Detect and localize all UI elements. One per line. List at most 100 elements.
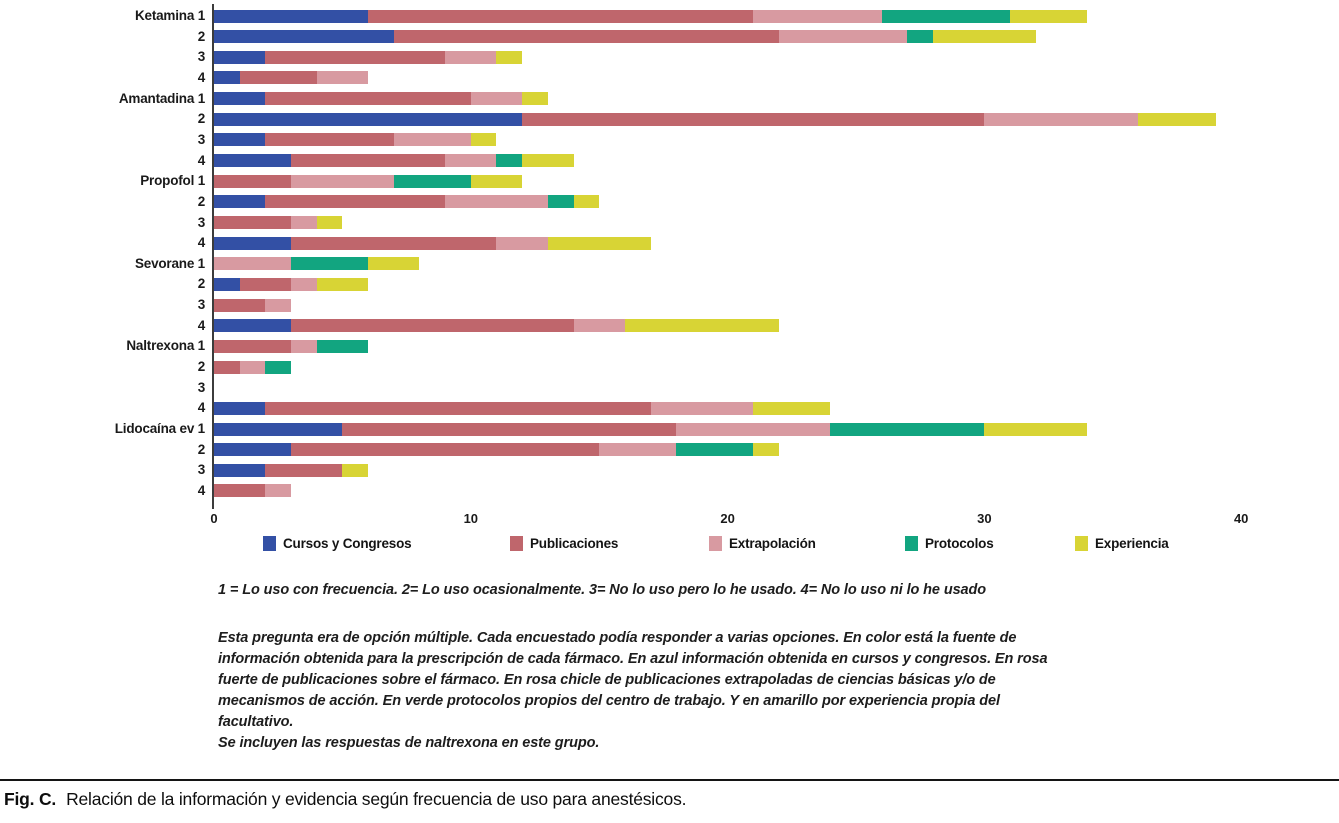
bar-segment (522, 154, 574, 168)
bar-segment (753, 401, 831, 415)
bar-segment (214, 216, 292, 229)
bar-segment (753, 9, 882, 23)
legend-label: Extrapolación (729, 536, 816, 551)
bar-segment (214, 360, 240, 374)
bar-segment (393, 133, 471, 147)
x-axis-tick-label: 10 (463, 511, 479, 526)
bar-segment (522, 112, 985, 126)
x-axis-tick-label: 20 (720, 511, 735, 526)
bar-segment (470, 174, 523, 188)
y-axis-row-label: Sevorane 1 (134, 255, 205, 271)
bar-segment (265, 360, 292, 374)
y-axis-row-label: 2 (197, 193, 206, 209)
bar-segment (265, 195, 446, 209)
y-axis-row-label: 4 (197, 317, 206, 333)
y-axis-row-label: 3 (197, 462, 206, 478)
y-axis-row-label: 4 (197, 69, 206, 85)
bar-segment (778, 30, 908, 44)
bar-segment (573, 319, 625, 333)
figure-caption-label: Fig. C. (4, 789, 57, 809)
x-axis-tick-label: 30 (977, 511, 992, 526)
bar-segment (291, 236, 497, 250)
bar-segment (214, 174, 292, 188)
bar-segment (265, 401, 651, 415)
bar-segment (214, 257, 292, 271)
bar-segment (984, 422, 1088, 436)
chart-plot: Ketamina 1 2 3 4 Amantadina 1 2 3 4 Propofol 1 2 3… (114, 4, 1249, 551)
bar-segment (265, 92, 471, 106)
bar-segment (214, 443, 292, 457)
legend-item: Protocolos (905, 536, 994, 551)
bar-segment (214, 154, 292, 168)
legend-label: Protocolos (925, 536, 994, 551)
legend-label: Publicaciones (530, 536, 619, 551)
legend-item: Publicaciones (510, 536, 618, 551)
bar-segment (214, 71, 240, 85)
y-axis-row-label: 4 (197, 482, 206, 498)
legend-label: Experiencia (1095, 536, 1169, 551)
bar-segment (573, 195, 600, 209)
y-axis-line (212, 4, 214, 509)
y-axis-row-label: 4 (197, 235, 206, 251)
bar-segment (214, 9, 369, 23)
bar-segment (470, 133, 497, 147)
bar-segment (214, 298, 266, 312)
bar-segment (265, 50, 446, 64)
bar-segment (316, 277, 369, 291)
bar-segment (291, 443, 600, 457)
bar-segment (393, 30, 779, 44)
bar-segment (291, 319, 574, 333)
bar-segment (214, 195, 266, 209)
bar-segment (624, 319, 779, 333)
y-axis-row-label: Amantadina 1 (118, 90, 205, 106)
y-axis-row-label: 2 (197, 111, 206, 127)
y-axis-row-label: 2 (197, 276, 206, 292)
y-axis-row-label: 4 (197, 400, 206, 416)
bar-segment (214, 484, 266, 498)
caption-divider (0, 779, 1339, 781)
bar-segment (265, 463, 343, 477)
legend-swatch-icon (709, 536, 722, 551)
bar-segment (291, 277, 317, 291)
y-axis-row-label: Propofol 1 (140, 173, 205, 189)
bar-segment (214, 236, 292, 250)
legend-label: Cursos y Congresos (283, 536, 412, 551)
bar-segment (1138, 112, 1216, 126)
bar-segment (214, 133, 266, 147)
y-axis-row-label: 4 (197, 152, 206, 168)
legend-item: Cursos y Congresos (263, 536, 412, 551)
bar-segment (214, 422, 343, 436)
bar-segment (239, 360, 266, 374)
bar-segment (316, 339, 369, 353)
bar-segment (214, 92, 266, 106)
bar-segment (316, 71, 369, 85)
bar-segment (291, 339, 317, 353)
figure-note-paragraph: Esta pregunta era de opción múltiple. Ca… (218, 630, 1048, 751)
x-axis-tick-label: 40 (1233, 511, 1249, 526)
bar-segment (496, 236, 548, 250)
y-axis-row-label: 2 (197, 28, 206, 44)
bar-segment (445, 50, 497, 64)
bar-segment (547, 195, 574, 209)
bar-segment (496, 50, 523, 64)
bar-segment (984, 112, 1139, 126)
y-axis-row-label: Lidocaína ev 1 (114, 421, 205, 436)
legend-item: Extrapolación (709, 536, 816, 551)
bar-segment (291, 154, 446, 168)
scale-note: 1 = Lo uso con frecuencia. 2= Lo uso oca… (218, 582, 987, 598)
x-axis-tick-label: 0 (210, 511, 218, 526)
bar-segment (265, 298, 292, 312)
figure-caption-text: Relación de la información y evidencia s… (66, 789, 687, 809)
y-axis-row-label: 3 (197, 131, 206, 147)
bar-segment (214, 277, 240, 291)
y-axis-row-label: 2 (197, 441, 206, 457)
bar-segment (214, 339, 292, 353)
bar-segment (830, 422, 985, 436)
bar-segment (342, 422, 677, 436)
bar-segment (214, 319, 292, 333)
bar-segment (676, 443, 754, 457)
bar-segment (291, 174, 394, 188)
legend-swatch-icon (263, 536, 276, 551)
bar-segment (368, 257, 420, 271)
